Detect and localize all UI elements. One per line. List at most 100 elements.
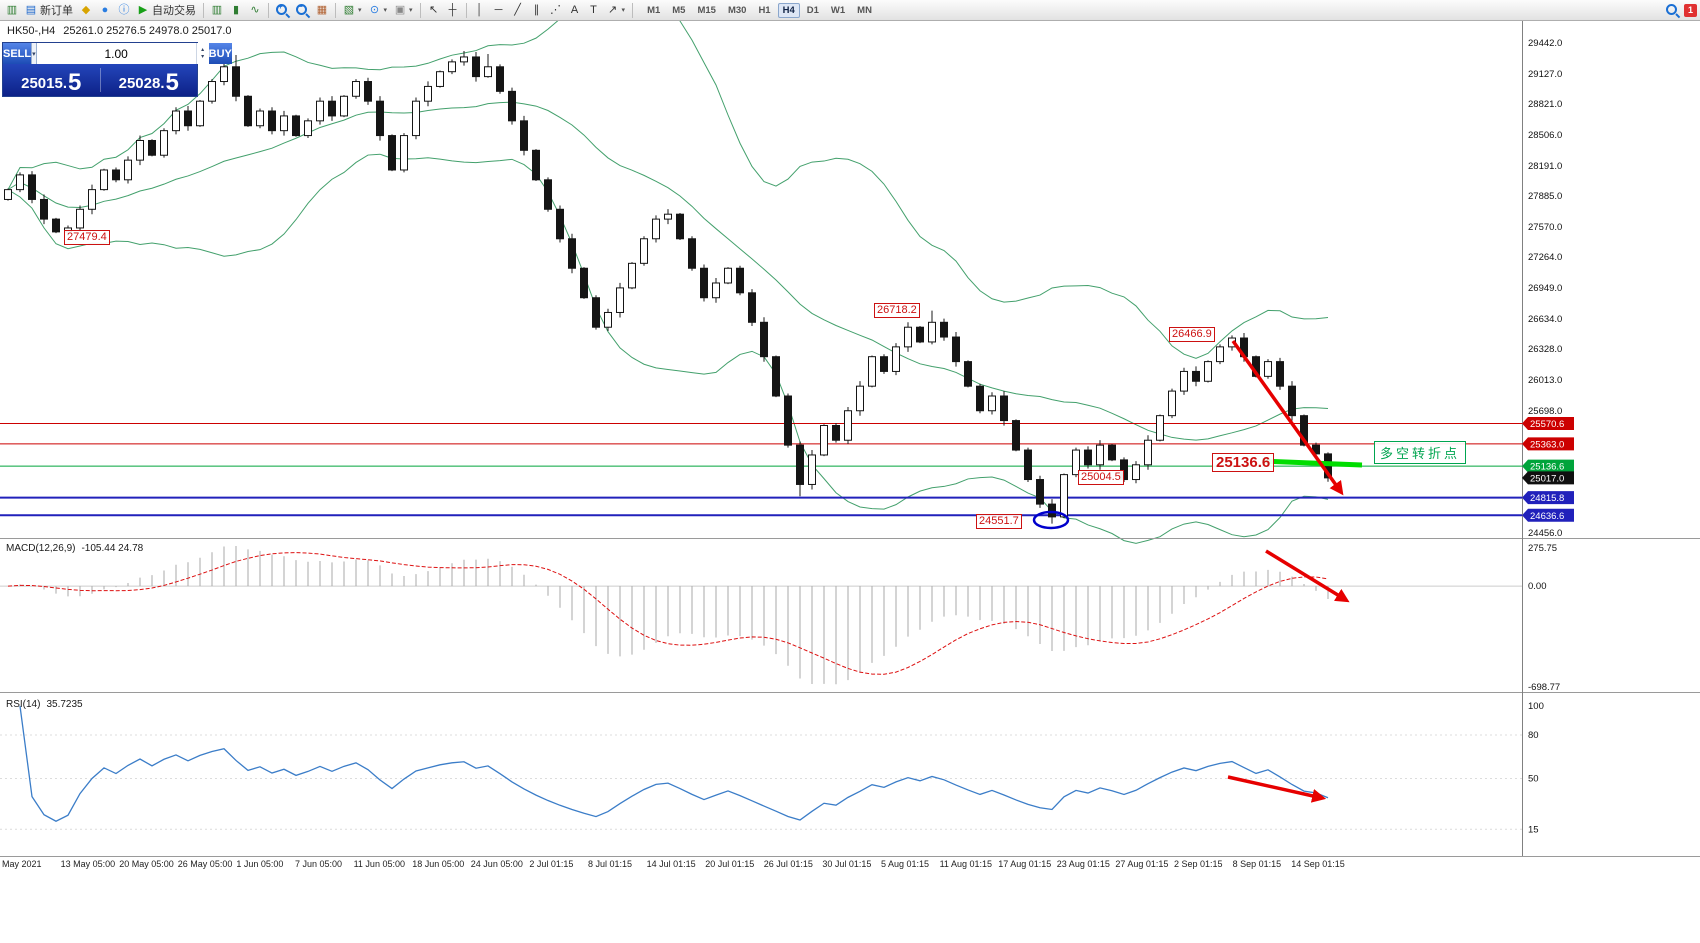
candle-body	[256, 110, 264, 127]
toolbar-separator	[465, 2, 467, 18]
text-tool-icon[interactable]: A	[566, 1, 584, 19]
price-callout-label[interactable]: 25004.5	[1078, 470, 1124, 485]
candle-body	[244, 95, 252, 127]
horizontal-line-icon[interactable]: ─	[490, 1, 508, 19]
candle-body	[220, 66, 228, 83]
price-axis-label: 29127.0	[1528, 69, 1562, 80]
candle-body	[1156, 415, 1164, 441]
price-callout-label[interactable]: 26718.2	[874, 303, 920, 318]
buy-price[interactable]: 25028. 5	[118, 69, 179, 96]
timeframe-m30[interactable]: M30	[727, 4, 747, 16]
community-icon[interactable]: ●	[96, 1, 114, 19]
fibonacci-icon[interactable]: ⋰	[547, 1, 565, 19]
price-callout-label[interactable]: 25136.6	[1212, 453, 1275, 472]
line-chart-type-icon-glyph: ∿	[250, 3, 260, 16]
buy-button[interactable]: BUY	[208, 43, 232, 64]
time-axis-label: 26 Jul 01:15	[763, 859, 813, 869]
candle-body	[964, 361, 972, 387]
candle-body	[28, 174, 36, 200]
mql5-market-icon[interactable]: ◆	[77, 1, 95, 19]
vertical-line-icon[interactable]: │	[471, 1, 489, 19]
cursor-icon[interactable]: ↖	[425, 1, 443, 19]
turning-point-annotation[interactable]: 多空转折点	[1374, 441, 1467, 464]
bar-chart-type-icon[interactable]: ▥	[208, 1, 226, 19]
autotrading-button[interactable]: ▶ 自动交易	[138, 3, 196, 17]
candle-body	[1000, 395, 1008, 422]
sell-button[interactable]: SELL	[3, 43, 32, 64]
timeframe-h1[interactable]: H1	[758, 4, 771, 16]
timeframe-toolbar: M1 M5 M15 M30 H1 H4 D1 W1 MN	[642, 2, 877, 18]
zoom-in-icon-glyph: +	[276, 2, 289, 17]
timeframe-d1[interactable]: D1	[806, 4, 819, 16]
price-tag: 24815.8	[1522, 491, 1574, 505]
price-callout-label[interactable]: 24551.7	[976, 514, 1022, 529]
candlestick-type-icon[interactable]: ▮	[227, 1, 245, 19]
template-icon[interactable]: ▣ ▾	[391, 1, 416, 19]
volume-stepper[interactable]: ▴ ▾	[195, 43, 209, 64]
candle-body	[148, 139, 156, 156]
time-axis-label: 2 Sep 01:15	[1174, 859, 1223, 869]
one-click-trading-panel: SELL ▾ ▴ ▾ BUY 25015.5 25028.5	[2, 42, 232, 97]
zoom-out-icon[interactable]: −	[293, 1, 312, 19]
low-circle-annotation[interactable]	[1032, 510, 1070, 530]
toolbar-icons: ▥ ▤ 新订单 ◆ ● ⓘ ▶ 自动交易 ▥ ▮ ∿ + − ▦ ▧ ▾ ⊙ ▾ ▣ ▾ ↖ ┼ │ ─ ╱ ∥ ⋰ A T ↗ ▾	[3, 1, 636, 19]
price-trend-arrow[interactable]	[1231, 339, 1344, 496]
timeframe-m15[interactable]: M15	[697, 4, 716, 16]
candle-body	[292, 115, 300, 137]
profiles-icon[interactable]: ⊙ ▾	[366, 1, 391, 19]
toolbar-separator	[203, 2, 204, 18]
price-axis-label: 28506.0	[1528, 130, 1562, 141]
price-callout-label[interactable]: 26466.9	[1169, 327, 1215, 342]
macd-trend-arrow[interactable]	[1265, 549, 1350, 603]
trendline-icon[interactable]: ╱	[509, 1, 527, 19]
rsi-line	[19, 705, 1329, 822]
info-icon-glyph: ⓘ	[118, 3, 130, 16]
candle-body	[628, 262, 636, 289]
candle-body	[568, 238, 576, 269]
chart-window-icon[interactable]: ▥	[3, 1, 21, 19]
candle-body	[856, 385, 864, 412]
new-order-button-glyph: ▤	[25, 3, 37, 16]
cursor-icon-glyph: ↖	[428, 3, 439, 16]
timeframe-mn[interactable]: MN	[857, 4, 872, 16]
crosshair-icon[interactable]: ┼	[444, 1, 462, 19]
candle-body	[160, 130, 168, 156]
timeframe-w1[interactable]: W1	[830, 4, 846, 16]
price-callout-label[interactable]: 27479.4	[64, 230, 110, 245]
notification-badge[interactable]: 1	[1684, 3, 1697, 17]
timeframe-m1[interactable]: M1	[647, 4, 661, 16]
candle-body	[652, 218, 660, 240]
volume-input[interactable]	[36, 43, 196, 64]
price-tag: 25017.0	[1522, 471, 1574, 485]
new-chart-icon[interactable]: ▧ ▾	[340, 1, 365, 19]
price-axis-label: 26634.0	[1528, 314, 1562, 325]
candle-body	[892, 346, 900, 372]
rsi-axis-label: 15	[1528, 824, 1539, 835]
search-icon[interactable]	[1666, 3, 1679, 17]
macd-indicator-label: MACD(12,26,9) -105.44 24.78	[6, 543, 143, 554]
trendline-icon-glyph: ╱	[514, 3, 521, 16]
rsi-trend-arrow[interactable]	[1227, 775, 1327, 803]
text-label-icon[interactable]: T	[585, 1, 603, 19]
rsi-name: RSI(14)	[6, 699, 41, 710]
candle-body	[1204, 361, 1212, 382]
template-icon-glyph: ▣	[394, 3, 406, 16]
info-icon[interactable]: ⓘ	[115, 1, 133, 19]
svg-text:25017.0: 25017.0	[1530, 473, 1564, 484]
arrows-tool-icon[interactable]: ↗ ▾	[604, 1, 629, 19]
tile-windows-icon[interactable]: ▦	[313, 1, 331, 19]
bollinger-lower-band	[7, 153, 1329, 544]
zoom-in-icon[interactable]: +	[273, 1, 292, 19]
timeframe-h4[interactable]: H4	[777, 2, 800, 18]
line-chart-type-icon[interactable]: ∿	[246, 1, 264, 19]
candle-body	[1120, 459, 1128, 481]
price-axis-label: 27885.0	[1528, 191, 1562, 202]
equidistant-channel-icon[interactable]: ∥	[528, 1, 546, 19]
price-tag: 25136.6	[1522, 459, 1574, 473]
new-order-button[interactable]: ▤ 新订单	[25, 3, 73, 17]
order-type-dropdown[interactable]: ▾	[31, 43, 37, 64]
sell-price[interactable]: 25015. 5	[21, 69, 82, 96]
timeframe-m5[interactable]: M5	[672, 4, 686, 16]
green-support-segment[interactable]	[1261, 458, 1363, 468]
